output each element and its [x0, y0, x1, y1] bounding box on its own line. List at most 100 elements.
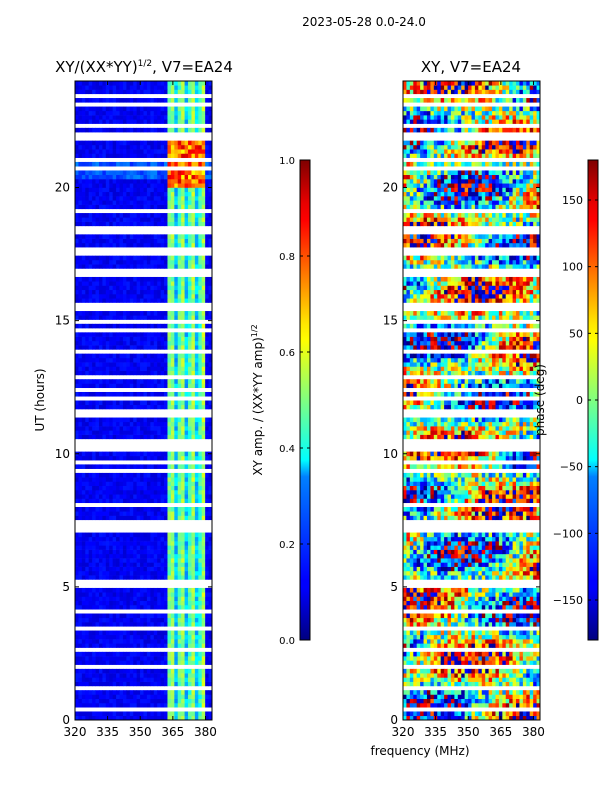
phase-heatmap-cell [495, 660, 500, 665]
phase-heatmap-cell [430, 694, 435, 699]
amplitude-heatmap-cell [191, 592, 196, 597]
phase-heatmap-cell [488, 690, 493, 695]
amplitude-heatmap-cell [160, 285, 165, 291]
amplitude-heatmap-cell [95, 187, 100, 193]
amplitude-heatmap-cell [105, 472, 110, 478]
amplitude-heatmap-cell [102, 276, 107, 282]
amplitude-heatmap-cell [184, 417, 189, 423]
amplitude-heatmap-cell [174, 85, 179, 90]
amplitude-heatmap-cell [129, 421, 134, 427]
amplitude-heatmap-cell [78, 634, 83, 640]
amplitude-heatmap-cell [205, 294, 209, 299]
amplitude-heatmap-cell [160, 485, 165, 491]
phase-heatmap-cell [474, 643, 479, 648]
amplitude-heatmap-cell [85, 357, 90, 363]
amplitude-heatmap-cell [95, 323, 100, 329]
amplitude-heatmap-cell [198, 668, 203, 674]
amplitude-heatmap-cell [188, 549, 192, 555]
amplitude-heatmap-cell [201, 549, 206, 555]
amplitude-heatmap-cell [146, 600, 151, 606]
amplitude-heatmap-cell [174, 417, 179, 423]
amplitude-heatmap-cell [198, 464, 203, 469]
amplitude-heatmap-cell [157, 289, 162, 295]
amplitude-heatmap-cell [81, 264, 86, 269]
amplitude-heatmap-cell [188, 702, 192, 708]
amplitude-heatmap-cell [112, 213, 117, 218]
phase-heatmap-cell [481, 651, 486, 657]
amplitude-heatmap-cell [170, 656, 175, 661]
amplitude-heatmap-cell [208, 511, 212, 516]
amplitude-heatmap-cell [85, 383, 90, 389]
phase-heatmap-cell [406, 643, 411, 648]
amplitude-heatmap-cell [75, 558, 79, 563]
amplitude-heatmap-cell [181, 200, 185, 205]
amplitude-heatmap-cell [81, 426, 86, 431]
amplitude-heatmap-cell [184, 507, 189, 512]
amplitude-heatmap-cell [174, 140, 179, 146]
amplitude-heatmap-cell [102, 426, 107, 431]
amplitude-heatmap-cell [129, 242, 134, 248]
amplitude-heatmap-cell [119, 345, 124, 350]
amplitude-heatmap-cell [153, 238, 158, 244]
amplitude-heatmap-cell [157, 464, 162, 469]
amplitude-heatmap-cell [150, 690, 155, 695]
amplitude-heatmap-cell [122, 553, 127, 559]
amplitude-heatmap-cell [140, 149, 144, 154]
amplitude-heatmap-cell [194, 549, 199, 555]
amplitude-heatmap-cell [81, 639, 86, 644]
amplitude-heatmap-cell [167, 417, 172, 423]
amplitude-heatmap-cell [191, 345, 196, 350]
amplitude-heatmap-cell [188, 311, 192, 316]
amplitude-heatmap-cell [208, 213, 212, 218]
amplitude-ytick-label: 0 [62, 713, 70, 727]
amplitude-heatmap-cell [122, 345, 127, 350]
amplitude-heatmap-cell [102, 191, 107, 197]
amplitude-heatmap-cell [181, 127, 185, 133]
amplitude-heatmap-cell [157, 353, 162, 359]
amplitude-heatmap-cell [88, 690, 93, 695]
amplitude-heatmap-cell [174, 353, 179, 359]
amplitude-heatmap-cell [126, 213, 131, 218]
amplitude-heatmap-cell [75, 430, 79, 435]
amplitude-heatmap-cell [92, 174, 96, 180]
amplitude-heatmap-cell [170, 617, 175, 623]
amplitude-heatmap-cell [191, 332, 196, 337]
amplitude-heatmap-cell [191, 161, 196, 167]
amplitude-heatmap-cell [153, 204, 158, 210]
amplitude-heatmap-cell [191, 370, 196, 376]
amplitude-heatmap-cell [157, 370, 162, 376]
amplitude-heatmap-cell [188, 340, 192, 346]
amplitude-heatmap-cell [119, 213, 124, 218]
amplitude-heatmap-cell [150, 323, 155, 329]
amplitude-heatmap-cell [81, 379, 86, 384]
phase-heatmap-cell [420, 643, 424, 648]
amplitude-heatmap-cell [105, 498, 110, 504]
amplitude-heatmap-cell [119, 596, 124, 602]
phase-heatmap-cell [450, 656, 455, 661]
phase-heatmap-cell [522, 677, 527, 682]
amplitude-heatmap-cell [98, 183, 103, 188]
phase-heatmap-cell [492, 651, 496, 657]
amplitude-heatmap-cell [88, 127, 93, 133]
amplitude-heatmap-cell [208, 668, 212, 674]
phase-heatmap-cell [420, 698, 424, 704]
amplitude-heatmap-cell [150, 98, 155, 103]
amplitude-heatmap-cell [105, 255, 110, 261]
amplitude-heatmap-cell [92, 587, 96, 593]
amplitude-heatmap-cell [170, 562, 175, 567]
amplitude-heatmap-cell [75, 400, 79, 406]
amplitude-heatmap-cell [102, 681, 107, 687]
amplitude-heatmap-cell [177, 532, 182, 538]
amplitude-heatmap-cell [198, 242, 203, 248]
phase-heatmap-cell [433, 656, 438, 661]
amplitude-heatmap-cell [174, 511, 179, 516]
amplitude-heatmap-cell [92, 455, 96, 461]
amplitude-heatmap-cell [146, 536, 151, 542]
phase-heatmap-cell [413, 694, 418, 699]
amplitude-heatmap-cell [98, 213, 103, 218]
amplitude-heatmap-cell [184, 323, 189, 329]
amplitude-heatmap-cell [75, 340, 79, 346]
phase-heatmap-cell [454, 694, 459, 699]
amplitude-heatmap-cell [198, 315, 203, 320]
amplitude-heatmap-cell [129, 404, 134, 410]
